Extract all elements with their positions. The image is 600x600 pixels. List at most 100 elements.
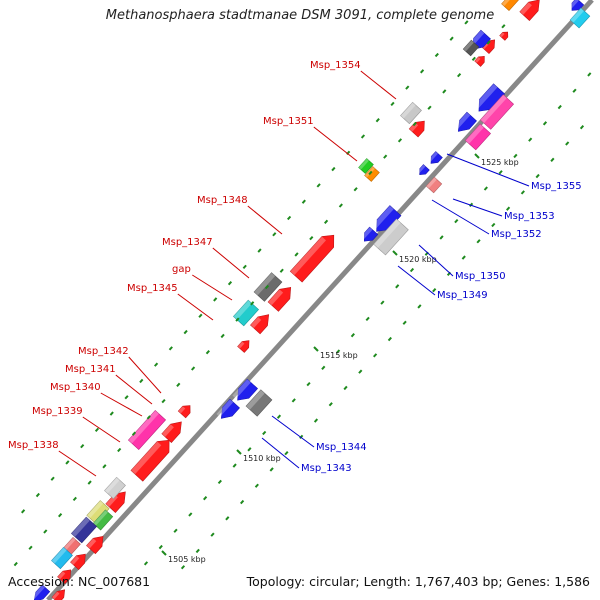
gene-msp-1342: [177, 405, 191, 419]
outer-fwd-tick-12: [198, 313, 203, 318]
gene-msp-1353-highlight: [416, 164, 426, 174]
inner-rev-tick-28: [557, 104, 562, 110]
gene-msp-1344: [237, 378, 258, 401]
outer-fwd-tick-2: [50, 476, 55, 481]
inner-fwd-tick-19: [294, 252, 299, 257]
inner-rev-tick-3: [188, 512, 193, 517]
outer-rev-tick-7: [284, 450, 289, 456]
outer-fwd-tick-7: [124, 395, 129, 400]
reverse-label-3: Msp_1350: [455, 271, 506, 282]
gene-msp-1341: [161, 421, 182, 443]
gene-green-1351-highlight: [358, 158, 370, 170]
gene-fwd-lower-2-highlight: [70, 555, 80, 565]
gene-msp-1354-highlight: [409, 122, 419, 132]
outer-rev-tick-10: [328, 402, 333, 407]
outer-rev-tick-16: [417, 304, 422, 309]
inner-fwd-tick-15: [235, 317, 240, 322]
gene-msp-1339: [130, 439, 170, 482]
inner-fwd-tick-12: [191, 366, 196, 371]
reverse-label-6: Msp_1343: [301, 463, 352, 474]
inner-fwd-tick-10: [161, 398, 166, 404]
outer-rev-tick-13: [373, 353, 378, 358]
inner-rev-tick-20: [439, 235, 444, 240]
gene-fwd-top-highlight: [519, 2, 532, 15]
gene-navy-cds-highlight: [71, 517, 90, 537]
inner-rev-tick-0: [143, 561, 149, 566]
outer-fwd-tick-27: [419, 69, 425, 74]
forward-label-4: gap: [172, 264, 191, 275]
inner-rev-tick-1: [158, 544, 163, 550]
inner-fwd-tick-9: [146, 415, 151, 420]
outer-rev-tick-12: [358, 369, 363, 374]
gene-msp-1349-highlight: [360, 227, 373, 241]
inner-fwd-tick-18: [279, 268, 284, 273]
inner-fwd-tick-7: [117, 447, 122, 453]
outer-fwd-tick-28: [434, 52, 439, 58]
scale-label-4: 1525 kbp: [481, 158, 519, 167]
inner-rev-tick-12: [321, 365, 326, 370]
outer-fwd-tick-4: [80, 443, 85, 449]
gene-green-cds: [92, 509, 114, 531]
gene-grey-1344b-highlight: [246, 389, 265, 410]
outer-fwd-tick-8: [139, 378, 144, 384]
scale-tick-4: [474, 153, 480, 159]
outer-rev-tick-6: [269, 467, 274, 472]
genome-backbone: [46, 0, 594, 600]
outer-fwd-tick-17: [272, 232, 277, 237]
gene-rev-top-highlight: [473, 83, 498, 110]
scale-tick-2: [313, 346, 319, 352]
gene-green-1351: [358, 158, 374, 174]
outer-fwd-tick-9: [154, 362, 159, 367]
forward-leader-8: [100, 392, 143, 417]
gene-cyan-lower: [51, 546, 73, 570]
forward-leader-2: [247, 205, 283, 235]
inner-fwd-tick-22: [338, 203, 343, 208]
reverse-label-5: Msp_1344: [316, 442, 367, 453]
gene-rev-mid: [376, 205, 402, 232]
outer-fwd-tick-19: [301, 199, 306, 204]
reverse-leader-2: [431, 199, 490, 235]
outer-fwd-tick-10: [168, 346, 173, 351]
forward-leader-1: [313, 126, 358, 162]
inner-rev-tick-2: [173, 528, 178, 533]
scale-tick-0: [161, 550, 167, 556]
forward-leader-3: [212, 247, 250, 279]
gene-grey-top: [462, 39, 480, 57]
inner-rev-tick-6: [232, 463, 237, 468]
inner-rev-tick-16: [380, 300, 385, 305]
reverse-leader-5: [271, 415, 315, 448]
outer-rev-tick-25: [550, 157, 555, 162]
inner-fwd-tick-17: [264, 284, 270, 290]
inner-rev-tick-10: [291, 398, 296, 403]
inner-fwd-tick-24: [368, 170, 373, 176]
inner-rev-tick-27: [542, 121, 548, 126]
inner-rev-tick-13: [336, 349, 341, 354]
inner-fwd-tick-5: [87, 480, 92, 485]
outer-fwd-tick-13: [213, 297, 218, 302]
forward-leader-4: [192, 274, 233, 301]
gene-pink-top-2-highlight: [465, 124, 484, 144]
inner-rev-tick-26: [528, 137, 533, 142]
gene-rev-mid-highlight: [371, 205, 394, 230]
inner-fwd-tick-8: [131, 431, 137, 436]
outer-fwd-tick-11: [183, 329, 188, 335]
outer-rev-tick-17: [432, 288, 437, 293]
forward-label-8: Msp_1340: [50, 382, 101, 393]
gene-cyan-corner-highlight: [570, 8, 585, 23]
gene-orange-1351-highlight: [364, 166, 376, 178]
gene-grey-1354b: [400, 101, 422, 125]
inner-fwd-tick-26: [397, 138, 403, 143]
reverse-leader-0: [446, 153, 530, 187]
gene-gap-marker-highlight: [233, 300, 252, 320]
inner-rev-tick-21: [454, 218, 459, 224]
reverse-leader-6: [261, 437, 300, 469]
gene-fwd-top-4-highlight: [499, 32, 505, 38]
outer-rev-tick-9: [313, 418, 319, 423]
inner-fwd-tick-14: [220, 333, 225, 339]
gene-pink-top-2: [465, 123, 491, 151]
gene-fwd-top: [519, 0, 540, 21]
gene-msp-1350: [373, 218, 409, 256]
gene-pink-top-highlight: [480, 94, 507, 124]
forward-label-0: Msp_1354: [310, 60, 361, 71]
